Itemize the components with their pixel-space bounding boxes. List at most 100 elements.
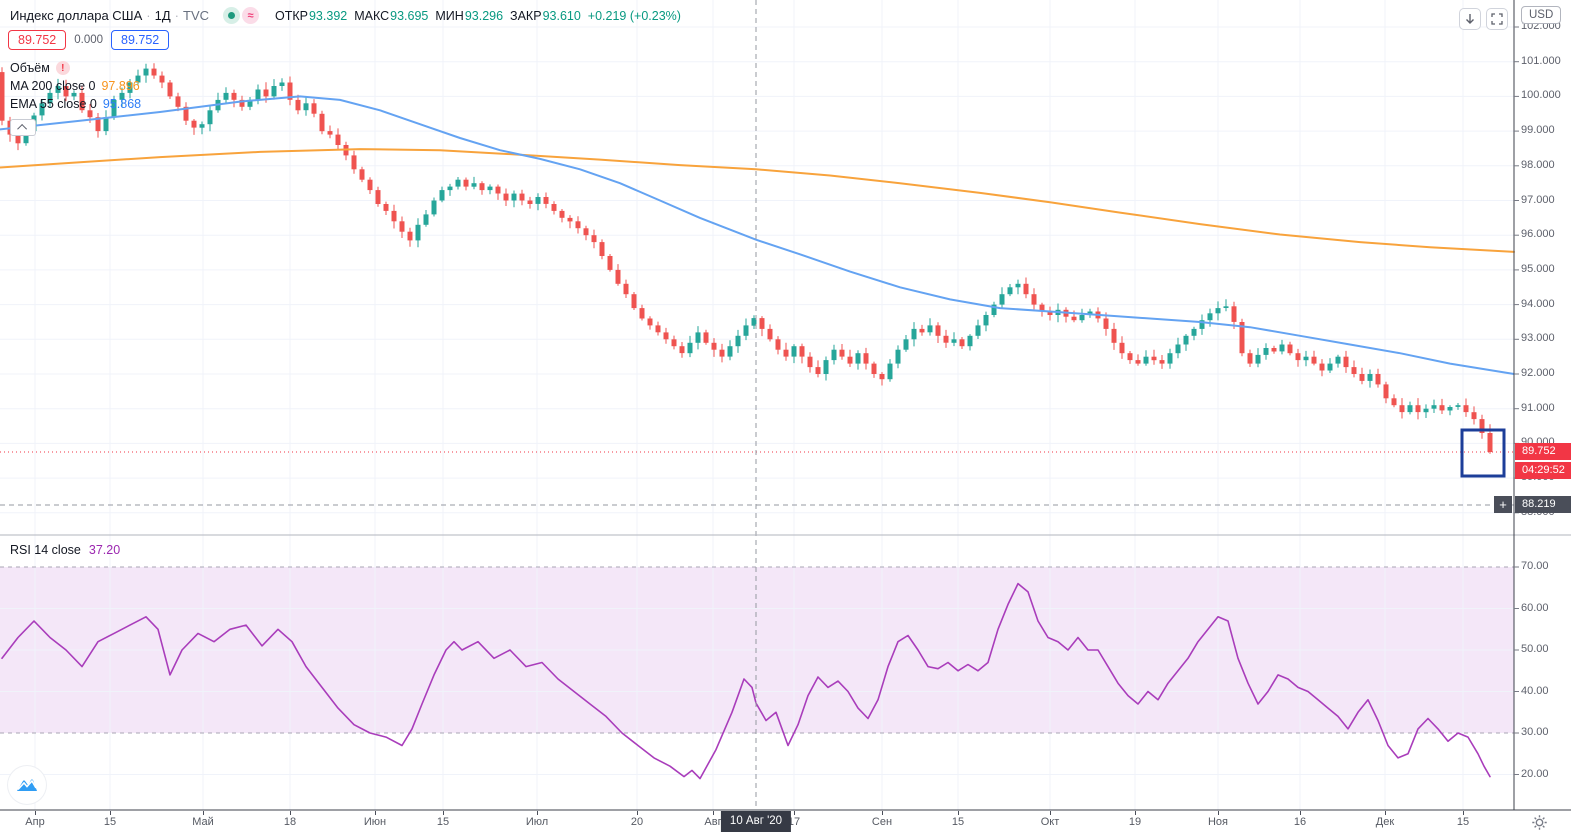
exchange-label: TVC [183, 8, 209, 23]
price-tick-label: 94.000 [1521, 297, 1555, 310]
rsi-legend-row[interactable]: RSI 14 close 37.20 [10, 543, 120, 557]
maximize-pane-button[interactable] [1486, 8, 1508, 30]
add-order-plus-button[interactable]: + [1494, 496, 1512, 513]
time-tick-label: Май [192, 816, 214, 828]
legend-row-ma200[interactable]: MA 200 close 0 97.896 [10, 77, 141, 95]
high-value: 93.695 [390, 8, 429, 23]
time-tick-label: 15 [1456, 816, 1470, 828]
crosshair-price-label: 88.219 [1515, 496, 1571, 513]
rsi-tick-label: 70.00 [1521, 560, 1549, 572]
rsi-value: 37.20 [88, 543, 121, 557]
legend-row-volume[interactable]: Объём ! [10, 59, 141, 77]
time-tick-label: Ноя [1207, 816, 1229, 828]
axis-tickmarks [1514, 26, 1519, 775]
currency-badge[interactable]: USD [1521, 6, 1562, 24]
time-tick-mark [1385, 811, 1386, 815]
gear-icon [1531, 815, 1547, 830]
ohlc-readout: ОТКР 93.392 МАКС 93.695 МИН 93.296 ЗАКР … [275, 9, 681, 23]
price-tick-label: 91.000 [1521, 401, 1555, 414]
legend-row-ema55[interactable]: EMA 55 close 0 95.868 [10, 95, 141, 113]
time-tick-mark [1135, 811, 1136, 815]
bar-countdown-label: 04:29:52 [1515, 462, 1571, 479]
time-tick-label: 19 [1128, 816, 1142, 828]
close-value: 93.610 [542, 8, 581, 23]
time-tick-label: Авг [704, 816, 722, 828]
ema-55-line [0, 95, 1515, 375]
time-tick-mark [35, 811, 36, 815]
indicator-legend: Объём ! MA 200 close 0 97.896 EMA 55 clo… [10, 59, 141, 113]
rsi-tick-label: 20.00 [1521, 767, 1549, 780]
price-tick-label: 93.000 [1521, 332, 1555, 345]
time-tick-label: 15 [103, 816, 117, 828]
title-separator: · [174, 8, 179, 23]
ma200-value: 97.896 [101, 79, 140, 93]
volume-label: Объём [10, 61, 50, 75]
time-tick-mark [1218, 811, 1219, 815]
price-tick-label: 99.000 [1521, 124, 1555, 137]
candlestick-series [0, 63, 1493, 454]
time-tick-label: 16 [1293, 816, 1307, 828]
price-tick-label: 96.000 [1521, 228, 1555, 241]
chart-header: Индекс доллара США · 1Д · TVC ≈ ОТКР 93.… [10, 7, 681, 24]
volume-warning-icon[interactable]: ! [55, 61, 70, 75]
time-tick-mark [537, 811, 538, 815]
ema55-value: 95.868 [102, 97, 142, 111]
time-tick-mark [290, 811, 291, 815]
spread-value: 0.000 [74, 34, 104, 46]
time-tick-mark [637, 811, 638, 815]
time-tick-mark [1300, 811, 1301, 815]
price-tick-label: 100.000 [1521, 89, 1561, 102]
scroll-to-recent-button[interactable] [1459, 8, 1481, 30]
change-value: +0.219 (+0.23%) [587, 8, 681, 23]
chevron-up-icon [16, 123, 27, 134]
tradingview-logo[interactable] [8, 766, 46, 804]
high-label: МАКС [354, 8, 390, 23]
ma200-label: MA 200 close 0 [10, 79, 96, 93]
buy-price-box[interactable]: 89.752 [111, 30, 170, 50]
rsi-tick-label: 40.00 [1521, 684, 1549, 697]
legend-collapse-button[interactable] [10, 119, 36, 136]
market-status-icon[interactable] [223, 7, 240, 24]
time-tick-mark [882, 811, 883, 815]
low-value: 93.296 [464, 8, 504, 23]
price-tick-label: 92.000 [1521, 367, 1555, 379]
time-tick-label: Июн [363, 816, 387, 828]
time-tick-label: Сен [871, 816, 893, 828]
price-tick-label: 98.000 [1521, 158, 1555, 171]
time-tick-label: 15 [436, 816, 450, 828]
mountain-chart-icon [17, 779, 37, 791]
open-label: ОТКР [275, 8, 308, 23]
price-tick-label: 95.000 [1521, 262, 1555, 275]
time-tick-mark [375, 811, 376, 815]
approximate-data-icon[interactable]: ≈ [242, 7, 259, 24]
time-tick-label: Окт [1040, 816, 1060, 828]
time-tick-label: 18 [283, 816, 297, 828]
rsi-tick-label: 50.00 [1521, 643, 1549, 655]
time-tick-mark [713, 811, 714, 815]
title-separator: · [146, 8, 151, 23]
last-price-label: 89.752 [1515, 443, 1571, 460]
time-tick-mark [110, 811, 111, 815]
time-tick-label: 20 [630, 816, 644, 828]
time-tick-label: Дек [1375, 816, 1395, 828]
time-tick-label: 15 [951, 816, 965, 828]
sell-price-box[interactable]: 89.752 [8, 30, 67, 50]
rsi-tick-label: 60.00 [1521, 601, 1549, 614]
time-tick-mark [1050, 811, 1051, 815]
symbol-title[interactable]: Индекс доллара США [10, 8, 143, 23]
time-tick-mark [443, 811, 444, 815]
crosshair-date-badge: 10 Авг '20 [720, 811, 792, 832]
time-axis-settings-button[interactable] [1527, 814, 1551, 834]
pane-buttons [1459, 8, 1508, 30]
rsi-tick-label: 30.00 [1521, 726, 1549, 738]
price-tick-label: 101.000 [1521, 54, 1561, 67]
rsi-line [1, 582, 1491, 780]
price-tick-label: 97.000 [1521, 193, 1555, 206]
interval-label[interactable]: 1Д [154, 8, 171, 23]
time-tick-mark [794, 811, 795, 815]
ema55-label: EMA 55 close 0 [10, 97, 97, 111]
arrow-down-icon [1466, 14, 1474, 24]
highlight-box[interactable] [1460, 428, 1506, 478]
